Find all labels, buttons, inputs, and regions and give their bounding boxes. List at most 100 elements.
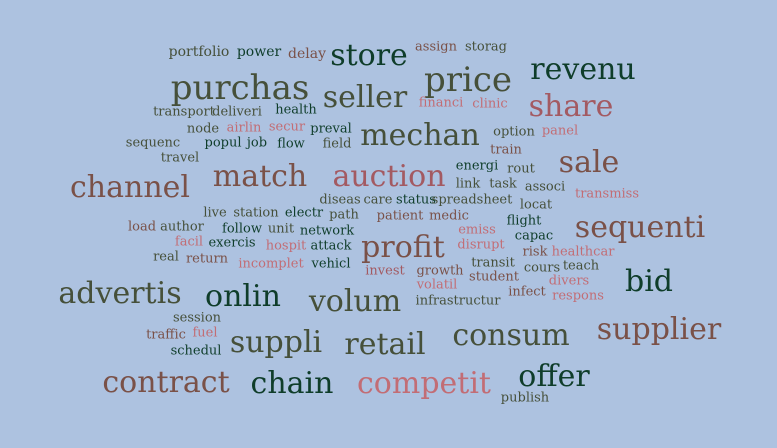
word-cloud-term: clinic bbox=[472, 96, 508, 112]
word-cloud-term: delay bbox=[288, 46, 326, 62]
word-cloud-term: capac bbox=[514, 228, 554, 244]
word-cloud-term: financi bbox=[418, 95, 464, 111]
word-cloud-term: electr bbox=[284, 205, 324, 221]
word-cloud-term: healthcar bbox=[551, 244, 615, 260]
word-cloud-term: invest bbox=[365, 263, 405, 279]
word-cloud-term: consum bbox=[452, 318, 570, 353]
word-cloud-term: status bbox=[396, 192, 436, 208]
word-cloud-term: associ bbox=[524, 179, 566, 195]
word-cloud-term: cours bbox=[523, 260, 561, 276]
word-cloud-term: node bbox=[186, 121, 220, 137]
word-cloud-term: traffic bbox=[146, 327, 186, 343]
word-cloud-term: contract bbox=[102, 365, 230, 400]
word-cloud-term: medic bbox=[429, 208, 469, 224]
word-cloud-term: panel bbox=[541, 123, 579, 139]
word-cloud-term: patient bbox=[376, 208, 424, 224]
word-cloud-term: transit bbox=[471, 255, 515, 271]
word-cloud-term: return bbox=[185, 251, 229, 267]
word-cloud-term: price bbox=[423, 60, 513, 100]
word-cloud-term: auction bbox=[332, 159, 446, 194]
word-cloud-term: match bbox=[212, 159, 308, 194]
word-cloud-term: flight bbox=[506, 213, 542, 229]
word-cloud-term: follow bbox=[222, 221, 262, 237]
word-cloud-term: hospit bbox=[265, 238, 307, 254]
word-cloud-term: job bbox=[246, 135, 268, 151]
word-cloud-term: transport bbox=[153, 104, 215, 120]
word-cloud-term: infrastructur bbox=[415, 293, 501, 309]
word-cloud-term: supplier bbox=[596, 312, 722, 347]
word-cloud-term: field bbox=[322, 136, 352, 152]
word-cloud-term: volum bbox=[308, 284, 402, 319]
word-cloud-term: competit bbox=[357, 366, 491, 401]
word-cloud-term: chain bbox=[250, 366, 334, 401]
word-cloud-term: train bbox=[490, 142, 522, 158]
word-cloud-term: schedul bbox=[170, 343, 222, 359]
word-cloud-term: onlin bbox=[205, 279, 281, 314]
word-cloud-term: sale bbox=[558, 145, 620, 180]
word-cloud-term: attack bbox=[310, 238, 352, 254]
word-cloud-term: bid bbox=[624, 264, 674, 299]
word-cloud-term: student bbox=[469, 269, 519, 285]
word-cloud-term: deliveri bbox=[212, 104, 262, 120]
word-cloud-term: volatil bbox=[416, 277, 458, 293]
word-cloud-term: advertis bbox=[58, 276, 182, 311]
word-cloud-term: seller bbox=[322, 80, 408, 115]
word-cloud-term: vehicl bbox=[311, 256, 351, 272]
word-cloud-term: channel bbox=[70, 170, 190, 205]
word-cloud-term: diseas bbox=[319, 192, 361, 208]
word-cloud-term: health bbox=[275, 102, 317, 118]
word-cloud-term: load bbox=[127, 219, 157, 235]
word-cloud-term: station bbox=[233, 205, 279, 221]
word-cloud-term: airlin bbox=[226, 120, 262, 136]
word-cloud-term: revenu bbox=[530, 52, 636, 87]
word-cloud-term: locat bbox=[519, 197, 553, 213]
word-cloud-term: incomplet bbox=[238, 256, 304, 272]
word-cloud-term: purchas bbox=[170, 68, 310, 108]
word-cloud-term: mechan bbox=[360, 118, 480, 153]
word-cloud-term: suppli bbox=[229, 325, 323, 360]
word-cloud-term: sequenc bbox=[125, 135, 181, 151]
word-cloud-term: spreadsheet bbox=[431, 192, 513, 208]
word-cloud-term: real bbox=[153, 249, 179, 265]
word-cloud-term: session bbox=[172, 310, 222, 326]
word-cloud-term: disrupt bbox=[457, 237, 505, 253]
word-cloud-term: link bbox=[455, 176, 481, 192]
word-cloud-term: secur bbox=[268, 119, 306, 135]
word-cloud-term: teach bbox=[562, 258, 600, 274]
word-cloud-term: travel bbox=[160, 150, 200, 166]
word-cloud-term: profit bbox=[361, 230, 445, 265]
word-cloud-term: rout bbox=[507, 161, 535, 177]
word-cloud-term: unit bbox=[267, 221, 295, 237]
word-cloud-term: option bbox=[493, 124, 535, 140]
word-cloud-term: task bbox=[489, 176, 517, 192]
word-cloud-term: care bbox=[363, 192, 393, 208]
word-cloud-term: offer bbox=[518, 359, 590, 394]
word-cloud-term: portfolio bbox=[168, 44, 230, 60]
word-cloud-term: storag bbox=[464, 39, 508, 55]
word-cloud-term: popul bbox=[204, 135, 242, 151]
word-cloud-term: publish bbox=[500, 390, 550, 406]
word-cloud-term: emiss bbox=[458, 222, 496, 238]
word-cloud-term: sequenti bbox=[574, 210, 706, 245]
word-cloud-term: assign bbox=[415, 39, 457, 55]
word-cloud-term: live bbox=[203, 205, 227, 221]
word-cloud-term: growth bbox=[416, 263, 464, 279]
word-cloud-term: infect bbox=[508, 284, 546, 300]
word-cloud-term: flow bbox=[277, 136, 305, 152]
word-cloud-term: share bbox=[528, 89, 614, 124]
word-cloud-term: path bbox=[329, 207, 359, 223]
word-cloud-term: network bbox=[299, 223, 355, 239]
word-cloud-term: divers bbox=[548, 273, 590, 289]
word-cloud-term: energi bbox=[455, 158, 499, 174]
word-cloud-term: preval bbox=[310, 121, 352, 137]
word-cloud-term: store bbox=[330, 38, 408, 73]
word-cloud-term: facil bbox=[174, 234, 204, 250]
word-cloud-term: author bbox=[160, 219, 204, 235]
word-cloud-term: respons bbox=[552, 288, 604, 304]
word-cloud-term: power bbox=[236, 44, 282, 60]
word-cloud-term: risk bbox=[522, 244, 548, 260]
word-cloud-term: exercis bbox=[208, 235, 256, 251]
word-cloud-term: transmiss bbox=[574, 186, 640, 202]
word-cloud-term: retail bbox=[344, 327, 426, 362]
